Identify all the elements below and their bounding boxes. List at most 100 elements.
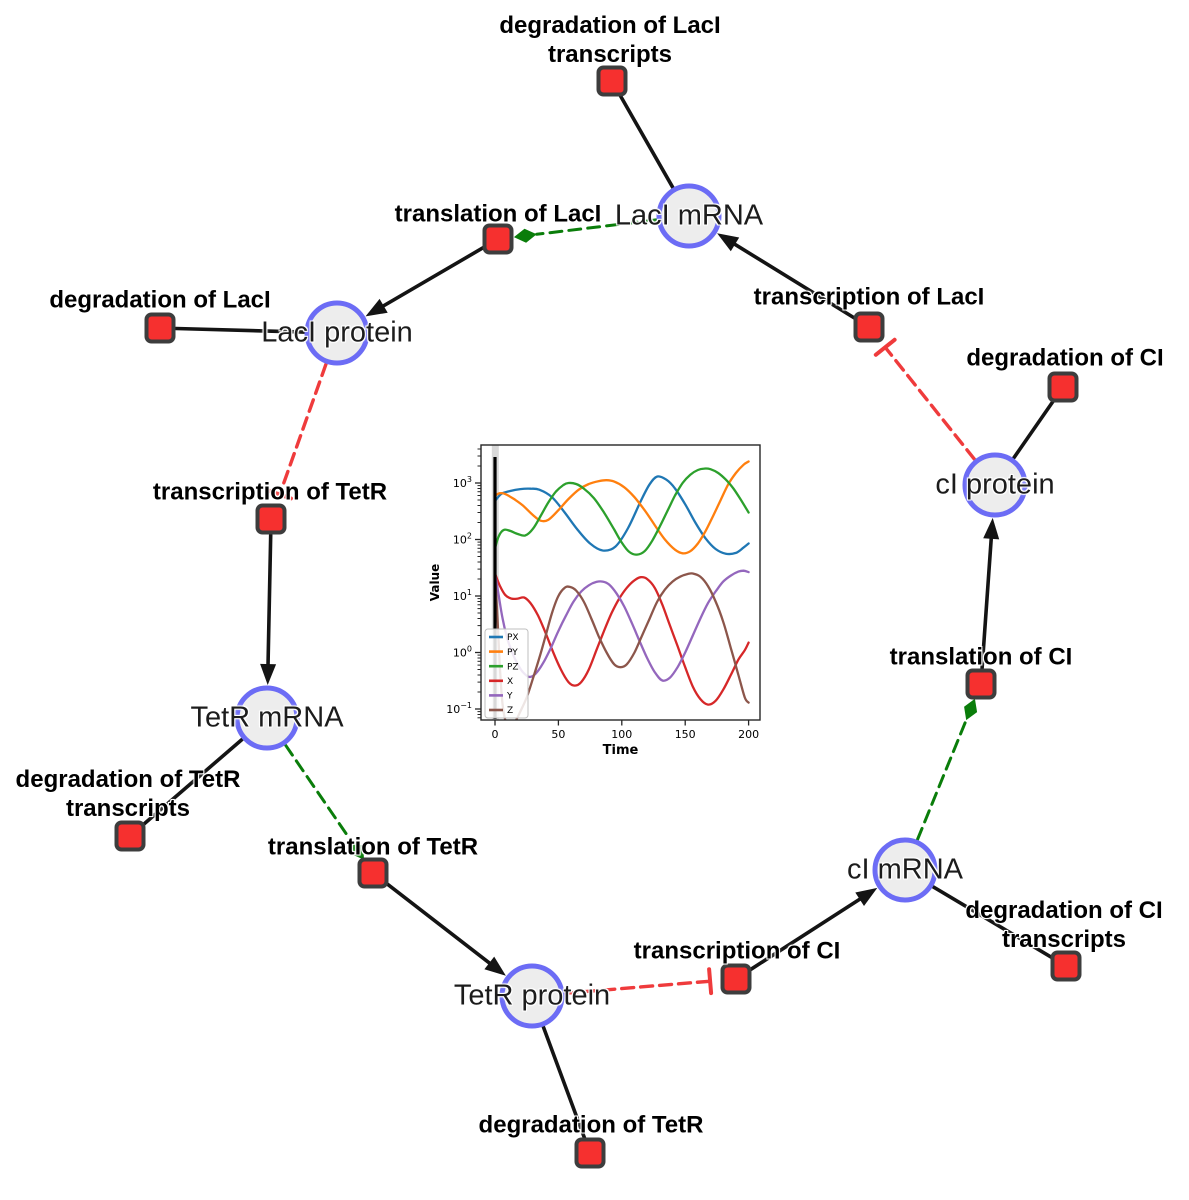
edges-layer	[140, 93, 1056, 1140]
legend-label-Y: Y	[506, 692, 513, 702]
edge-transcription-tetr-tetr-mrna	[260, 533, 277, 685]
edge-tetr-mrna-deg-tetr-transcripts	[140, 737, 244, 828]
reaction-node-transcription-tetr	[255, 503, 287, 535]
species-label-ci-protein: cI protein	[935, 468, 1055, 501]
modifier-edge-line	[535, 218, 658, 236]
x-tick-label: 50	[551, 728, 565, 741]
y-axis-label: Value	[428, 564, 442, 602]
edge-tetr-mrna-translation-tetr	[284, 743, 364, 860]
reaction-edge-line	[541, 1025, 587, 1140]
edge-laci-mrna-translation-laci	[513, 218, 658, 243]
edge-ci-mrna-translation-ci	[916, 698, 978, 841]
inhibition-edge-line	[278, 362, 328, 497]
reaction-node-deg-laci-transcripts	[596, 65, 628, 97]
edge-transcription-ci-ci-mrna	[747, 887, 878, 973]
reaction-label-deg-laci-transcripts: degradation of LacI transcripts	[499, 11, 720, 69]
edge-translation-laci-laci-protein	[365, 245, 487, 317]
reaction-label-line: degradation of LacI	[499, 12, 721, 39]
legend-label-PZ: PZ	[507, 662, 519, 672]
species-node-ci-protein	[962, 452, 1028, 518]
arrowhead-icon	[484, 956, 506, 976]
reaction-label-line: degradation of TetR	[478, 1111, 704, 1139]
series-layer	[493, 460, 750, 720]
reaction-node-transcription-ci	[720, 963, 752, 995]
reaction-node-transcription-laci	[853, 311, 885, 343]
species-label-ci-mrna: cI mRNA	[847, 853, 963, 886]
legend-label-X: X	[507, 677, 513, 687]
reaction-label-translation-laci: translation of LacI	[395, 200, 602, 229]
production-edge-line	[266, 533, 273, 673]
reaction-label-line: transcription of TetR	[152, 478, 388, 506]
inhibition-edge-line	[563, 979, 712, 995]
production-edge-line	[383, 880, 497, 970]
modifier-diamond-icon	[513, 228, 537, 243]
series-line-Y	[493, 569, 750, 682]
reaction-label-line: degradation of CI	[966, 344, 1164, 372]
legend-label-PY: PY	[507, 648, 518, 658]
species-node-tetr-protein	[499, 963, 565, 1029]
reaction-edge-line	[140, 737, 244, 828]
arrowhead-icon	[983, 517, 1000, 540]
inhibition-edge-line	[883, 345, 977, 461]
series-line-X	[493, 572, 750, 706]
edge-tetr-protein-transcription-ci	[563, 967, 714, 996]
production-edge-line	[375, 245, 487, 312]
y-tick-label: 100	[453, 645, 472, 660]
x-tick-label: 150	[675, 728, 696, 741]
y-tick-label: 103	[453, 475, 472, 490]
edge-laci-protein-transcription-tetr	[266, 362, 328, 501]
production-edge-line	[980, 530, 994, 670]
reaction-label-line: translation of CI	[889, 643, 1073, 671]
inhibition-tbar-icon	[266, 488, 293, 501]
x-axis-label: Time	[603, 743, 639, 758]
series-line-PX	[493, 475, 750, 556]
reaction-node-translation-ci	[965, 668, 997, 700]
reaction-label-transcription-ci: transcription of CI	[634, 937, 841, 966]
reaction-label-line: transcription of LacI	[753, 283, 985, 311]
reaction-label-line: transcripts	[65, 795, 191, 822]
reaction-label-translation-tetr: translation of TetR	[268, 833, 478, 862]
modifier-edge-line	[284, 743, 353, 843]
reaction-edge-line	[1011, 398, 1056, 460]
y-tick-label: 10−1	[446, 701, 472, 716]
reaction-node-deg-tetr	[574, 1137, 606, 1169]
reaction-label-transcription-laci: transcription of LacI	[754, 283, 985, 312]
species-node-ci-mrna	[872, 837, 938, 903]
edge-translation-tetr-tetr-protein	[383, 880, 506, 976]
species-node-tetr-mrna	[234, 685, 300, 751]
reaction-node-deg-laci	[144, 312, 176, 344]
species-node-laci-protein	[304, 300, 370, 366]
modifier-diamond-icon	[351, 840, 364, 860]
reaction-node-deg-ci	[1047, 371, 1079, 403]
reaction-node-deg-ci-transcripts	[1050, 950, 1082, 982]
edge-laci-protein-deg-laci	[174, 326, 306, 334]
species-label-laci-mrna: LacI mRNA	[614, 199, 764, 232]
edge-ci-protein-deg-ci	[1011, 398, 1056, 460]
legend-label-Z: Z	[507, 706, 513, 716]
inhibition-tbar-icon	[707, 967, 714, 996]
inhibition-tbar-icon	[873, 337, 897, 357]
reaction-label-line: translation of LacI	[394, 200, 602, 228]
species-label-tetr-mrna: TetR mRNA	[190, 701, 344, 734]
modifier-edge-line	[916, 718, 968, 841]
reaction-label-translation-ci: translation of CI	[890, 643, 1073, 672]
reaction-label-transcription-tetr: transcription of TetR	[153, 478, 387, 507]
modifier-diamond-icon	[964, 698, 978, 721]
edge-translation-ci-ci-protein	[980, 517, 1000, 670]
reaction-label-line: transcripts	[1001, 926, 1127, 953]
reaction-edge-line	[174, 326, 306, 334]
arrowhead-icon	[365, 298, 388, 317]
plot-border	[480, 444, 761, 721]
y-tick-label: 102	[453, 532, 472, 547]
series-line-PY	[493, 460, 750, 555]
edge-ci-protein-transcription-laci	[873, 337, 977, 461]
reaction-label-line: translation of TetR	[267, 833, 479, 861]
reaction-label-deg-tetr: degradation of TetR	[479, 1111, 704, 1140]
series-line-PZ	[493, 467, 750, 556]
reaction-label-line: transcripts	[547, 41, 673, 68]
production-edge-line	[747, 893, 868, 973]
x-tick-label: 0	[492, 728, 499, 741]
nodes-layer	[114, 65, 1082, 1169]
